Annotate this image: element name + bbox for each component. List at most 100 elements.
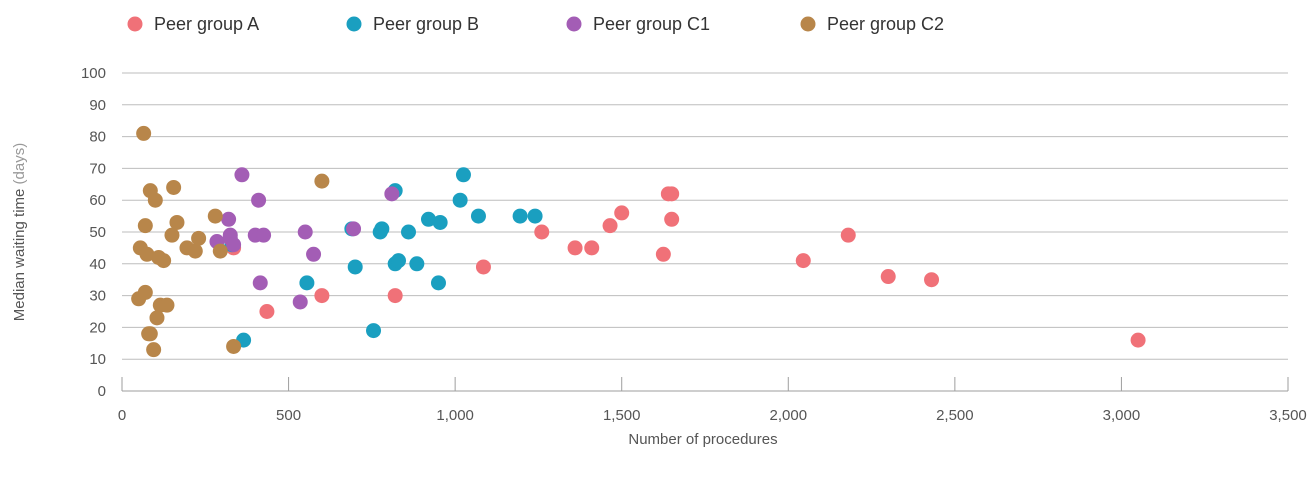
data-point <box>602 218 618 234</box>
y-axis-title-unit: (days) <box>11 143 28 185</box>
data-point <box>880 269 896 285</box>
data-point <box>584 240 600 256</box>
data-point <box>924 272 940 288</box>
series-3 <box>209 167 400 310</box>
data-point <box>156 253 172 269</box>
data-point <box>840 227 856 243</box>
legend-item: Peer group C1 <box>566 14 710 34</box>
data-point <box>159 297 175 313</box>
data-point <box>452 192 468 208</box>
legend: Peer group A Peer group B Peer group C1 Pee… <box>127 14 944 34</box>
y-tick-label: 30 <box>89 288 106 305</box>
y-tick-label: 50 <box>89 224 106 241</box>
data-point <box>314 173 330 189</box>
data-point <box>475 259 491 275</box>
legend-swatch <box>566 16 582 32</box>
data-point <box>391 253 407 269</box>
x-tick-label: 500 <box>276 407 301 424</box>
y-tick-label: 20 <box>89 319 106 336</box>
y-tick-label: 40 <box>89 256 106 273</box>
series-2 <box>224 167 543 348</box>
data-point <box>137 218 153 234</box>
x-tick-label: 3,500 <box>1269 407 1307 424</box>
legend-label: Peer group B <box>373 14 479 34</box>
data-point <box>664 186 680 202</box>
data-point <box>527 208 543 224</box>
y-tick-label: 90 <box>89 97 106 114</box>
legend-label: Peer group A <box>154 14 259 34</box>
y-tick-label: 10 <box>89 351 106 368</box>
x-tick-label: 1,500 <box>603 407 641 424</box>
data-point <box>252 275 268 291</box>
data-points <box>131 125 1146 358</box>
data-point <box>374 221 390 237</box>
data-point <box>212 243 228 259</box>
data-point <box>534 224 550 240</box>
data-point <box>139 246 155 262</box>
legend-item: Peer group C2 <box>800 14 944 34</box>
legend-item: Peer group B <box>346 14 479 34</box>
y-tick-label: 70 <box>89 160 106 177</box>
data-point <box>251 192 267 208</box>
data-point <box>256 227 272 243</box>
data-point <box>401 224 417 240</box>
data-point <box>455 167 471 183</box>
data-point <box>136 125 152 141</box>
data-point <box>234 167 250 183</box>
y-tick-label: 80 <box>89 129 106 146</box>
data-point <box>470 208 486 224</box>
data-point <box>164 227 180 243</box>
series-1 <box>226 186 1146 348</box>
data-point <box>149 310 165 326</box>
data-point <box>259 304 275 319</box>
x-tick-label: 3,000 <box>1103 407 1141 424</box>
data-point <box>187 243 203 259</box>
data-point <box>346 221 362 237</box>
data-point <box>430 275 446 291</box>
legend-swatch <box>800 16 816 32</box>
data-point <box>347 259 363 275</box>
legend-swatch <box>346 16 362 32</box>
data-point <box>387 288 403 304</box>
data-point <box>226 237 242 253</box>
y-axis-title: Median waiting time (days) <box>11 143 28 321</box>
data-point <box>567 240 583 256</box>
y-tick-label: 0 <box>98 383 106 400</box>
data-point <box>409 256 425 272</box>
data-point <box>795 253 811 269</box>
data-point <box>191 230 207 246</box>
data-point <box>146 342 162 358</box>
data-point <box>664 211 680 227</box>
y-axis-tick-labels: 0 10 20 30 40 50 60 70 80 90 100 <box>81 65 106 400</box>
data-point <box>614 205 630 221</box>
x-axis-title: Number of procedures <box>628 431 777 448</box>
data-point <box>384 186 400 202</box>
data-point <box>420 211 436 227</box>
data-point <box>366 323 382 339</box>
data-point <box>221 211 237 227</box>
data-point <box>137 284 153 300</box>
data-point <box>166 179 182 195</box>
x-tick-label: 0 <box>118 407 126 424</box>
data-point <box>512 208 528 224</box>
legend-label: Peer group C1 <box>593 14 710 34</box>
x-axis: 0 500 1,000 1,500 2,000 2,500 3,000 3,500 <box>118 377 1307 424</box>
x-tick-label: 1,000 <box>436 407 474 424</box>
data-point <box>1130 332 1146 348</box>
data-point <box>299 275 315 291</box>
legend-item: Peer group A <box>127 14 259 34</box>
y-tick-label: 60 <box>89 192 106 209</box>
x-tick-label: 2,000 <box>770 407 808 424</box>
x-tick-label: 2,500 <box>936 407 974 424</box>
data-point <box>147 192 163 208</box>
gridlines <box>122 72 1288 392</box>
y-axis-title-main: Median waiting time <box>11 189 28 322</box>
y-tick-label: 100 <box>81 65 106 82</box>
data-point <box>226 338 242 354</box>
data-point <box>432 214 448 230</box>
data-point <box>292 294 308 310</box>
data-point <box>207 208 223 224</box>
legend-swatch <box>127 16 143 32</box>
data-point <box>306 246 322 262</box>
